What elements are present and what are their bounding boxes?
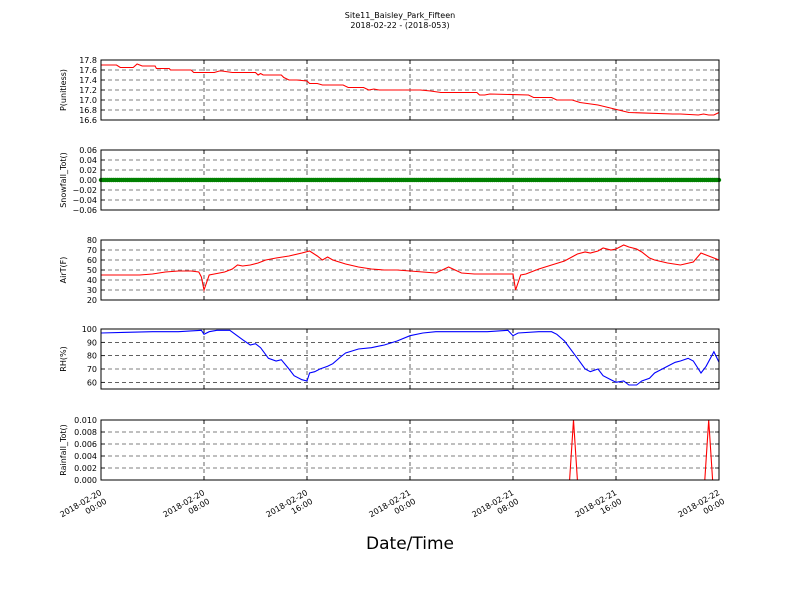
plot-frame xyxy=(100,59,720,121)
y-tick-label: 50 xyxy=(87,266,97,275)
panel-4: 60 70 80 90 100 RH(%) xyxy=(59,325,720,390)
series-line xyxy=(101,244,720,293)
y-axis-label: AirT(F) xyxy=(59,257,68,284)
y-tick-label: 0.008 xyxy=(74,428,97,437)
y-tick-label: 0.000 xyxy=(74,476,97,485)
y-axis-label: Rainfall_Tot() xyxy=(59,424,68,476)
y-tick-label: 16.8 xyxy=(79,106,97,115)
y-tick-label: 0.010 xyxy=(74,416,97,425)
y-tick-label: 0.006 xyxy=(74,440,97,449)
y-tick-label: 17.0 xyxy=(79,96,97,105)
y-tick-label: 0.002 xyxy=(74,464,97,473)
y-tick-label: 17.2 xyxy=(79,86,97,95)
series-line xyxy=(100,329,720,386)
plot-frame xyxy=(100,149,720,211)
chart-title: Site11_Baisley_Park_Fifteen xyxy=(344,11,456,20)
plot-frame xyxy=(100,328,720,390)
y-tick-label: −0.02 xyxy=(72,186,97,195)
series-line xyxy=(101,419,714,481)
panel-5: 0.000 0.002 0.004 0.006 0.008 0.010 Rainfall_T… xyxy=(59,416,720,485)
y-tick-label: 0.02 xyxy=(79,166,97,175)
y-tick-label: −0.06 xyxy=(72,206,97,215)
y-tick-label: −0.04 xyxy=(72,196,97,205)
y-tick-label: 80 xyxy=(87,352,97,361)
y-tick-label: 16.6 xyxy=(79,116,97,125)
y-axis-label: P(unitless) xyxy=(59,69,68,111)
y-tick-label: 80 xyxy=(87,236,97,245)
y-tick-label: 100 xyxy=(82,325,97,334)
y-tick-label: 20 xyxy=(87,296,97,305)
y-tick-label: 70 xyxy=(87,365,97,374)
y-tick-label: 90 xyxy=(87,338,97,347)
y-tick-label: 0.06 xyxy=(79,146,97,155)
y-axis-label: Snowfall_Tot() xyxy=(59,152,68,208)
y-tick-label: 60 xyxy=(87,378,97,387)
plot-frame xyxy=(100,419,720,481)
y-tick-label: 17.4 xyxy=(79,76,97,85)
y-axis-label: RH(%) xyxy=(59,346,68,371)
panel-1: 16.616.817.017.217.417.617.8 P(unitless) xyxy=(59,56,720,125)
y-tick-label: 17.6 xyxy=(79,66,97,75)
y-tick-label: 40 xyxy=(87,276,97,285)
plot-frame xyxy=(100,239,720,301)
y-tick-label: 70 xyxy=(87,246,97,255)
y-tick-label: 30 xyxy=(87,286,97,295)
series-line xyxy=(101,63,720,116)
x-axis-label: Date/Time xyxy=(366,534,454,554)
y-tick-label: 0.04 xyxy=(79,156,97,165)
y-tick-label: 0.004 xyxy=(74,452,97,461)
chart-subtitle: 2018-02-22 - (2018-053) xyxy=(350,21,450,30)
y-tick-label: 60 xyxy=(87,256,97,265)
y-tick-label: 0.00 xyxy=(79,176,97,185)
y-tick-label: 17.8 xyxy=(79,56,97,65)
panel-2: −0.06−0.04−0.020.000.020.040.06 Snowfall_… xyxy=(59,146,722,215)
